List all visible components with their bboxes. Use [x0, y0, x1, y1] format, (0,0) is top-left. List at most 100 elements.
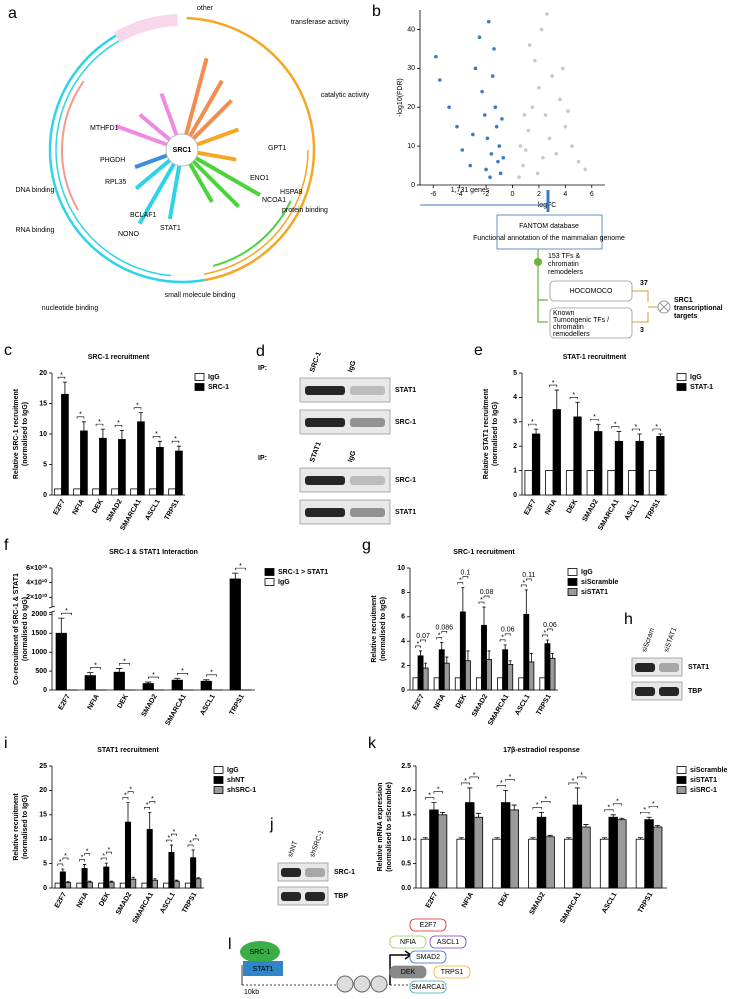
- panel-label: d: [256, 343, 265, 360]
- significance: *: [500, 780, 503, 787]
- bar: [481, 624, 487, 691]
- schematic-label: SRC-1: [249, 949, 270, 956]
- point: [438, 78, 442, 82]
- significance-bracket: [496, 785, 506, 788]
- error-bar: [487, 650, 491, 660]
- significance-bracket: [89, 667, 102, 670]
- y-tick-label: 0: [513, 492, 517, 499]
- y-tick-label: 15: [39, 400, 47, 407]
- arc-label: catalytic activity: [321, 92, 370, 99]
- bar: [76, 882, 83, 889]
- flow-count: 37: [640, 280, 648, 287]
- significance-bracket: [171, 833, 177, 837]
- bar: [168, 851, 175, 889]
- error-bar: [550, 653, 555, 659]
- legend-label: shSRC-1: [227, 787, 256, 794]
- y-tick-label: 0: [401, 687, 405, 694]
- bar: [497, 677, 504, 691]
- error-bar: [153, 878, 157, 881]
- bar: [200, 680, 212, 691]
- bar: [581, 826, 591, 889]
- bar: [608, 816, 618, 889]
- bar: [113, 671, 125, 691]
- significance-bracket: [547, 628, 553, 631]
- target-box: [429, 935, 467, 949]
- bar: [545, 470, 554, 496]
- significance: *: [572, 778, 575, 785]
- point: [455, 124, 459, 129]
- gene-label: HSPA8: [280, 189, 303, 196]
- significance: *: [616, 799, 619, 806]
- blot-band: [305, 892, 325, 901]
- significance: *: [643, 807, 646, 814]
- legend-label: siScramble: [581, 579, 618, 586]
- gene-label: ENO1: [250, 175, 269, 182]
- y-tick-label: 2.5: [401, 763, 411, 770]
- point: [583, 167, 587, 172]
- gene-label: RPL35: [105, 179, 127, 186]
- point: [484, 167, 488, 172]
- target-label: SMARCA1: [411, 984, 445, 991]
- bar: [124, 821, 132, 889]
- y-tick-label: 8: [401, 589, 405, 596]
- significance: *: [117, 420, 120, 427]
- significance-bracket: [542, 634, 548, 637]
- legend-swatch: [676, 776, 687, 784]
- bar: [86, 881, 93, 889]
- point: [494, 124, 499, 129]
- bar: [151, 879, 158, 889]
- point: [486, 19, 491, 24]
- significance: *: [146, 802, 149, 809]
- point: [560, 66, 565, 71]
- bar: [156, 447, 164, 496]
- bar: [98, 882, 105, 889]
- bar: [509, 809, 519, 889]
- significance-bracket: [62, 857, 69, 860]
- significance: *: [108, 847, 111, 854]
- error-bar: [439, 811, 446, 815]
- bar: [652, 826, 663, 889]
- bar: [502, 649, 509, 691]
- legend-label: shNT: [227, 777, 245, 784]
- y-tick-label: 0: [43, 492, 47, 499]
- category-arc: [61, 80, 85, 211]
- row-label: STAT1: [688, 664, 709, 671]
- gene-spoke: [115, 124, 170, 148]
- target-label: TRPS1: [441, 969, 464, 976]
- bar: [108, 881, 115, 889]
- y-tick-label: 5: [43, 461, 47, 468]
- bar: [118, 439, 126, 496]
- gene-spoke: [183, 57, 209, 137]
- error-bar: [191, 849, 195, 858]
- target-box: [409, 950, 447, 964]
- bar: [507, 663, 514, 691]
- bar: [565, 470, 575, 496]
- significance-bracket: [499, 639, 506, 642]
- panel-label: f: [4, 537, 9, 554]
- error-bar: [88, 880, 92, 883]
- significance-bracket: [60, 612, 73, 616]
- bar: [573, 416, 582, 496]
- flow-connector: [632, 290, 658, 323]
- point: [480, 89, 484, 94]
- bar: [141, 882, 148, 889]
- y-tick-label: 1500: [31, 630, 47, 637]
- flow-count: 3: [640, 327, 644, 334]
- bar: [229, 578, 241, 691]
- arc-label: protein binding: [282, 207, 328, 214]
- chart-title: SRC-1 recruitment: [453, 549, 515, 556]
- y-tick-label: 1: [513, 467, 517, 474]
- y-axis-label: (normalised to siScramble): [386, 782, 393, 872]
- significance-bracket: [176, 672, 189, 676]
- bar: [545, 836, 555, 889]
- bar: [80, 430, 88, 496]
- x-tick-label: 4: [563, 191, 567, 198]
- bar: [656, 436, 665, 496]
- significance-bracket: [420, 639, 426, 642]
- point: [530, 105, 535, 110]
- significance: *: [59, 859, 62, 866]
- bar: [137, 421, 145, 496]
- axis-break: [48, 605, 56, 609]
- bar: [459, 611, 466, 691]
- significance-bracket: [79, 859, 85, 862]
